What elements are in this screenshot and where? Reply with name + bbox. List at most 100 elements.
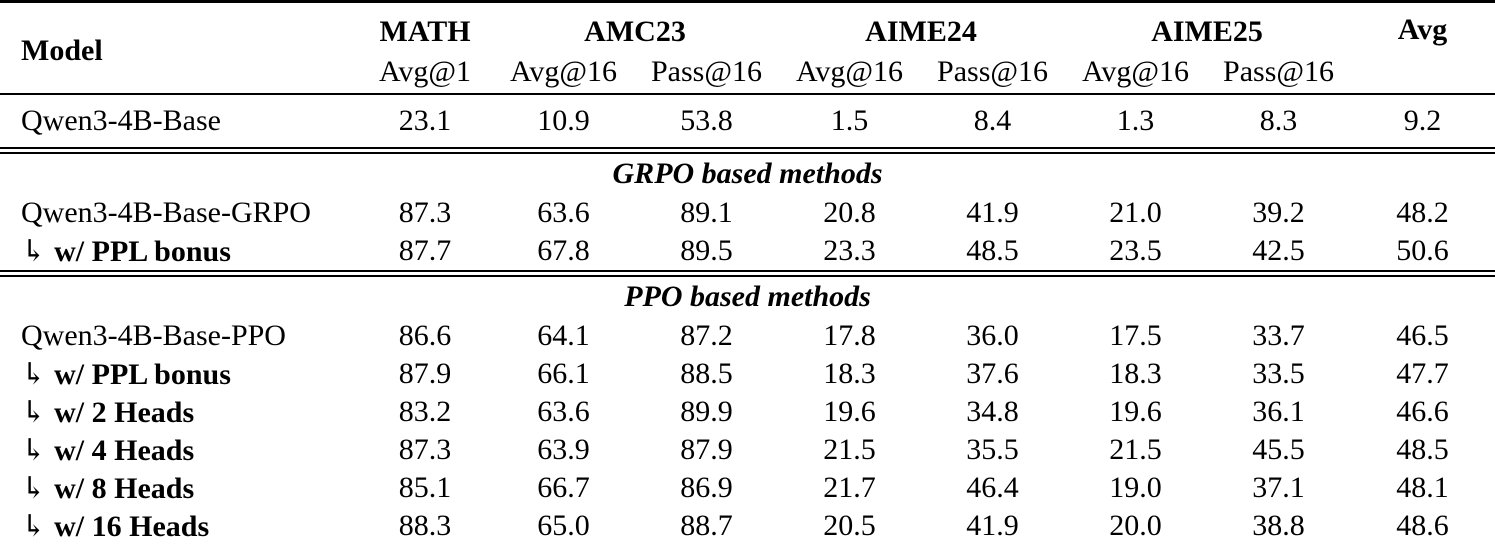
- model-name-cell: ↳ w/ PPL bonus: [0, 232, 358, 270]
- value-cell: 36.1: [1252, 395, 1305, 428]
- value-cell: 48.2: [1396, 196, 1449, 229]
- value-cell: 38.8: [1252, 509, 1305, 542]
- value-cell: 48.1: [1396, 471, 1449, 504]
- sub-header-amc23-pass16: Pass@16: [651, 55, 762, 88]
- value-cell: 48.6: [1396, 509, 1449, 542]
- model-name-cell: Qwen3-4B-Base: [0, 94, 358, 147]
- value-cell: 20.5: [823, 509, 876, 542]
- sub-header-aime24-avg16: Avg@16: [795, 55, 904, 88]
- model-label: w/ 8 Heads: [54, 471, 195, 505]
- value-cell: 19.6: [1109, 395, 1162, 428]
- value-cell: 88.3: [398, 509, 452, 542]
- model-name-cell: Qwen3-4B-Base-PPO: [0, 317, 358, 355]
- table-row: ↳ w/ 2 Heads 83.2 63.6 89.9 19.6 34.8 19.6 36.1 4…: [0, 393, 1495, 431]
- group-header-aime24: AIME24: [865, 15, 977, 48]
- value-cell: 86.6: [398, 319, 452, 352]
- value-cell: 47.7: [1396, 357, 1449, 390]
- value-cell: 21.5: [1109, 433, 1162, 466]
- value-cell: 33.7: [1252, 319, 1305, 352]
- table-row: Qwen3-4B-Base-PPO 86.6 64.1 87.2 17.8 36.0 17.…: [0, 317, 1495, 355]
- branch-arrow-icon: ↳: [21, 509, 47, 543]
- value-cell: 86.9: [680, 471, 733, 504]
- table-row: ↳ w/ PPL bonus 87.9 66.1 88.5 18.3 37.6 18.3 33.…: [0, 355, 1495, 393]
- value-cell: 87.9: [680, 433, 733, 466]
- value-cell: 39.2: [1252, 196, 1305, 229]
- group-header-aime25: AIME25: [1151, 15, 1263, 48]
- model-name-cell: ↳ w/ 2 Heads: [0, 393, 358, 431]
- table-row: ↳ w/ 4 Heads 87.3 63.9 87.9 21.5 35.5 21.5 45.5 4…: [0, 431, 1495, 469]
- model-label: w/ 16 Heads: [54, 509, 210, 543]
- value-cell: 88.7: [680, 509, 733, 542]
- value-cell: 8.4: [973, 104, 1012, 137]
- model-name-cell: ↳ w/ 8 Heads: [0, 469, 358, 507]
- value-cell: 50.6: [1396, 234, 1449, 267]
- value-cell: 19.0: [1109, 471, 1162, 504]
- value-cell: 33.5: [1252, 357, 1305, 390]
- section-title: GRPO based methods: [612, 157, 883, 190]
- value-cell: 65.0: [537, 509, 590, 542]
- value-cell: 46.6: [1396, 395, 1449, 428]
- value-cell: 66.7: [537, 471, 590, 504]
- value-cell: 45.5: [1252, 433, 1305, 466]
- model-label: w/ PPL bonus: [54, 357, 231, 391]
- model-name-cell: Qwen3-4B-Base-GRPO: [0, 194, 358, 232]
- value-cell: 87.3: [398, 196, 452, 229]
- value-cell: 89.9: [680, 395, 733, 428]
- table-row: ↳ w/ PPL bonus 87.7 67.8 89.5 23.3 48.5 23.5 42.…: [0, 232, 1495, 270]
- value-cell: 66.1: [537, 357, 590, 390]
- col-header-avg: Avg: [1397, 13, 1448, 46]
- value-cell: 87.7: [398, 234, 452, 267]
- value-cell: 8.3: [1259, 104, 1298, 137]
- model-label: w/ 2 Heads: [54, 395, 195, 429]
- branch-arrow-icon: ↳: [21, 433, 47, 467]
- value-cell: 20.8: [823, 196, 876, 229]
- value-cell: 10.9: [537, 104, 590, 137]
- value-cell: 88.5: [680, 357, 733, 390]
- group-header-amc23: AMC23: [584, 15, 686, 48]
- value-cell: 42.5: [1252, 234, 1305, 267]
- value-cell: 23.1: [398, 104, 452, 137]
- table-row: Qwen3-4B-Base-GRPO 87.3 63.6 89.1 20.8 41.9 21…: [0, 194, 1495, 232]
- value-cell: 64.1: [537, 319, 590, 352]
- value-cell: 89.5: [680, 234, 733, 267]
- value-cell: 41.9: [966, 196, 1019, 229]
- group-header-row: Model MATH AMC23 AIME24 AIME25 Avg: [0, 2, 1495, 67]
- value-cell: 19.6: [823, 395, 876, 428]
- value-cell: 63.9: [537, 433, 590, 466]
- value-cell: 53.8: [680, 104, 733, 137]
- table-row: ↳ w/ 8 Heads 85.1 66.7 86.9 21.7 46.4 19.0 37.1 4…: [0, 469, 1495, 507]
- value-cell: 23.3: [823, 234, 876, 267]
- model-label: Qwen3-4B-Base: [21, 104, 221, 137]
- value-cell: 83.2: [398, 395, 452, 428]
- value-cell: 18.3: [823, 357, 876, 390]
- value-cell: 35.5: [966, 433, 1019, 466]
- value-cell: 67.8: [537, 234, 590, 267]
- section-header-row: PPO based methods: [0, 277, 1495, 317]
- section-divider-row: [0, 270, 1495, 277]
- model-name-cell: ↳ w/ 16 Heads: [0, 507, 358, 544]
- value-cell: 37.6: [966, 357, 1019, 390]
- value-cell: 34.8: [966, 395, 1019, 428]
- sub-header-aime24-pass16: Pass@16: [937, 55, 1048, 88]
- sub-header-aime25-avg16: Avg@16: [1081, 55, 1190, 88]
- value-cell: 46.4: [966, 471, 1019, 504]
- value-cell: 21.5: [823, 433, 876, 466]
- sub-header-row: Avg@1 Avg@16 Pass@16 Avg@16 Pass@16 Avg@…: [0, 55, 1495, 94]
- value-cell: 63.6: [537, 196, 590, 229]
- section-divider-row: [0, 147, 1495, 154]
- value-cell: 41.9: [966, 509, 1019, 542]
- section-title: PPO based methods: [624, 280, 871, 313]
- value-cell: 63.6: [537, 395, 590, 428]
- table-row: ↳ w/ 16 Heads 88.3 65.0 88.7 20.5 41.9 20.0 38.8…: [0, 507, 1495, 544]
- value-cell: 46.5: [1396, 319, 1449, 352]
- value-cell: 87.2: [680, 319, 733, 352]
- value-cell: 1.5: [830, 104, 869, 137]
- value-cell: 37.1: [1252, 471, 1305, 504]
- double-rule: [0, 270, 1495, 277]
- col-header-model: Model: [21, 34, 103, 67]
- double-rule: [0, 147, 1495, 154]
- table-header: Model MATH AMC23 AIME24 AIME25 Avg Avg@1…: [0, 2, 1495, 94]
- table-body: Qwen3-4B-Base 23.1 10.9 53.8 1.5 8.4 1.3 8.3 9.2…: [0, 94, 1495, 544]
- section-header-row: GRPO based methods: [0, 154, 1495, 194]
